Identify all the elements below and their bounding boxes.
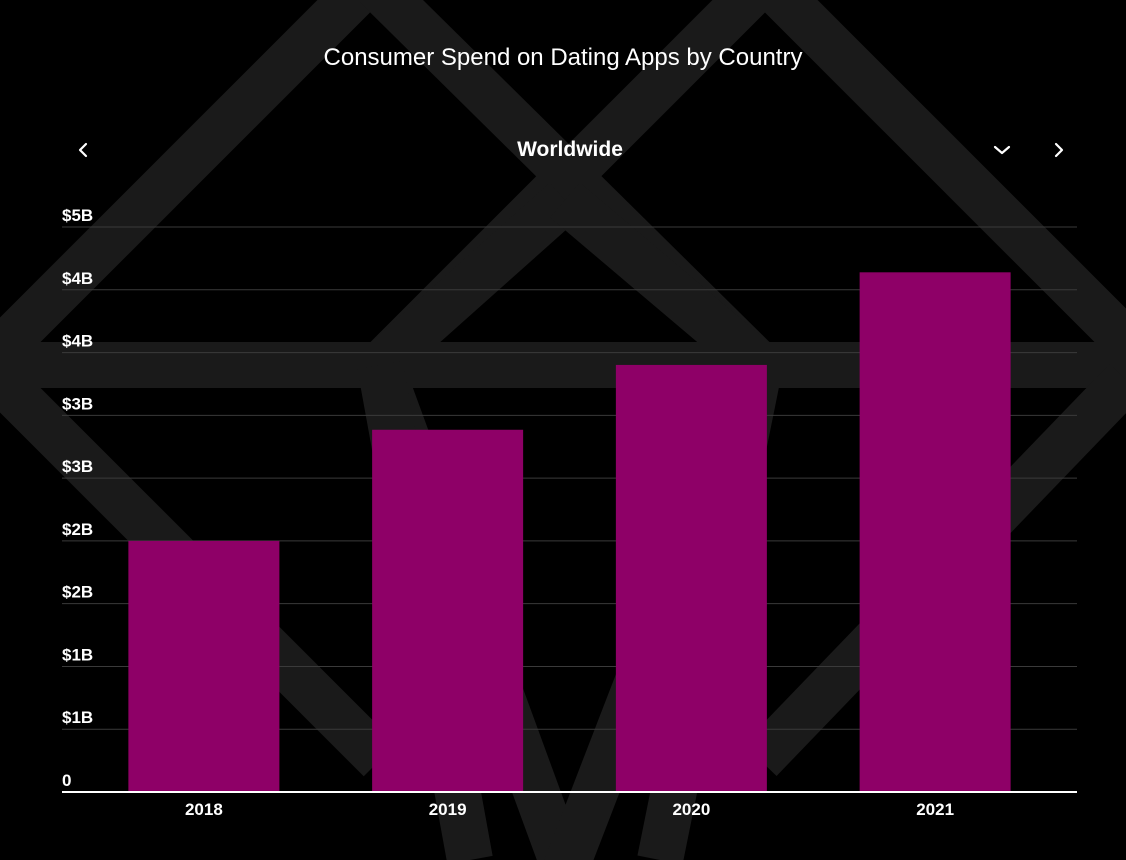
y-tick-label: $3B (62, 394, 93, 413)
x-tick-label: 2020 (672, 800, 710, 819)
selected-region-label[interactable]: Worldwide (517, 138, 623, 161)
chevron-right-icon (1054, 142, 1064, 158)
next-region-button[interactable] (1042, 134, 1074, 166)
y-tick-label: 0 (62, 771, 71, 790)
bar-2020 (615, 364, 767, 792)
bar-2018 (128, 540, 280, 792)
region-dropdown-button[interactable] (986, 134, 1018, 166)
y-tick-label: $1B (62, 645, 93, 664)
y-tick-label: $4B (62, 269, 93, 288)
y-tick-label: $4B (62, 332, 93, 351)
x-tick-label: 2019 (429, 800, 467, 819)
y-tick-label: $1B (62, 708, 93, 727)
y-tick-label: $2B (62, 520, 93, 539)
bar-2021 (859, 272, 1011, 792)
bar-2019 (372, 429, 524, 792)
y-tick-label: $3B (62, 457, 93, 476)
chevron-down-icon (993, 145, 1011, 155)
chart-title: Consumer Spend on Dating Apps by Country (323, 44, 803, 71)
y-tick-label: $2B (62, 583, 93, 602)
chevron-left-icon (78, 142, 88, 158)
previous-region-button[interactable] (68, 134, 100, 166)
x-tick-label: 2018 (185, 800, 223, 819)
x-tick-label: 2021 (916, 800, 954, 819)
y-tick-label: $5B (62, 206, 93, 225)
region-navigator: Worldwide (60, 134, 1080, 166)
